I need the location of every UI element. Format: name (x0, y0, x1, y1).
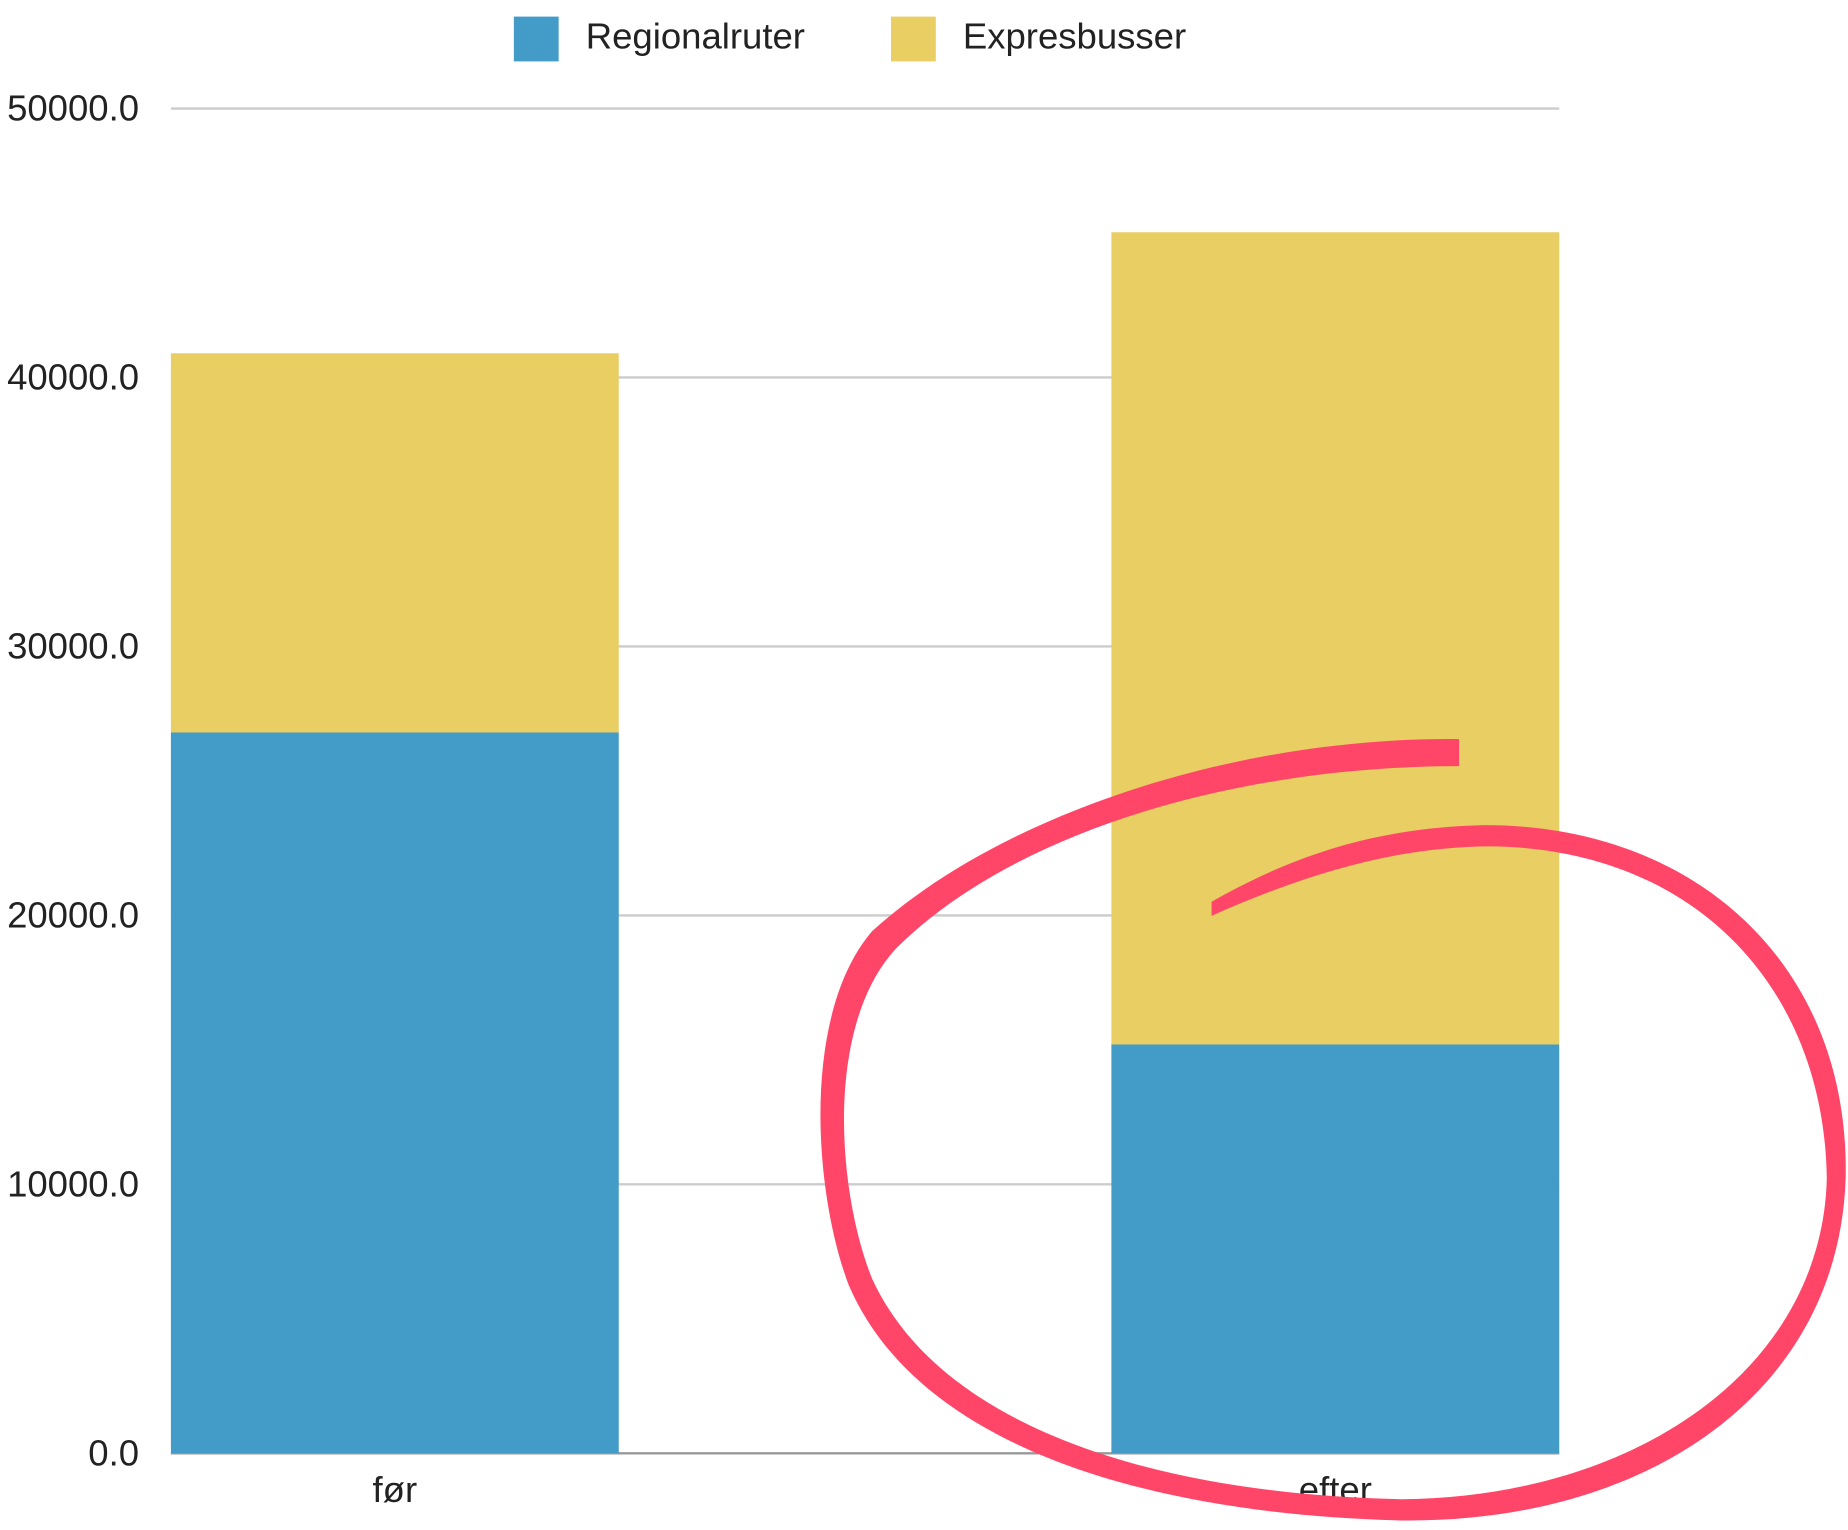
legend-swatch (891, 17, 936, 62)
bar-segment (171, 732, 619, 1453)
page: {"chart_data": {"type": "stacked-bar", "… (0, 0, 1848, 1530)
y-tick-label: 0.0 (88, 1432, 139, 1473)
bar-segment (1111, 232, 1559, 1044)
bar-segment (1111, 1044, 1559, 1453)
chart: 0.0 10000.0 20000.0 30000.0 40000.0 50000.0 fø… (0, 0, 1848, 1530)
y-tick-label: 50000.0 (7, 88, 139, 129)
legend-swatch (514, 17, 559, 62)
legend-label: Regionalruter (586, 16, 805, 57)
y-tick-label: 10000.0 (7, 1163, 139, 1204)
x-tick-label: før (373, 1469, 418, 1510)
bar-segment (171, 353, 619, 732)
y-tick-label: 40000.0 (7, 356, 139, 397)
y-tick-label: 30000.0 (7, 625, 139, 666)
y-tick-label: 20000.0 (7, 894, 139, 935)
legend-label: Expresbusser (963, 16, 1186, 57)
